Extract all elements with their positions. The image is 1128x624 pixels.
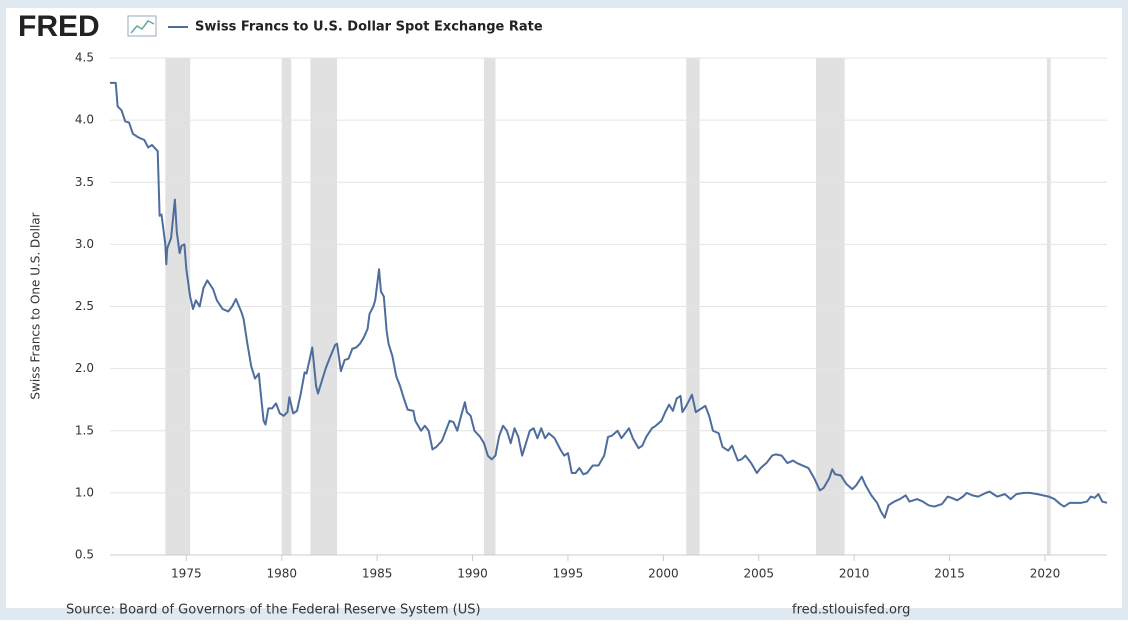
x-tick-label: 1975 [171,567,202,581]
y-tick-label: 3.0 [75,237,94,251]
y-tick-label: 4.5 [75,51,94,65]
logo-icon [127,15,157,37]
y-tick-label: 1.0 [75,485,94,499]
x-tick-label: 2000 [648,567,679,581]
x-tick-label: 2015 [934,567,965,581]
site: fred.stlouisfed.org [792,603,910,618]
y-tick-label: 2.5 [75,299,94,313]
x-tick-label: 1990 [457,567,488,581]
y-tick-label: 3.5 [75,175,94,189]
x-tick-label: 2010 [839,567,870,581]
logo: FRED [18,10,100,43]
source: Source: Board of Governors of the Federa… [66,603,481,618]
x-tick-label: 1985 [362,567,393,581]
logo-icon-line [130,20,155,34]
x-tick-label: 1995 [553,567,584,581]
y-tick-label: 2.0 [75,361,94,375]
y-axis-label: Swiss Francs to One U.S. Dollar [29,212,43,399]
x-tick-label: 1980 [266,567,297,581]
x-tick-label: 2020 [1030,567,1061,581]
series-line [110,81,1108,519]
chart-title: Swiss Francs to U.S. Dollar Spot Exchang… [195,20,543,35]
x-tick-label: 2005 [743,567,774,581]
y-tick-label: 1.5 [75,423,94,437]
y-tick-label: 4.0 [75,113,94,127]
y-tick-label: 0.5 [75,548,94,562]
